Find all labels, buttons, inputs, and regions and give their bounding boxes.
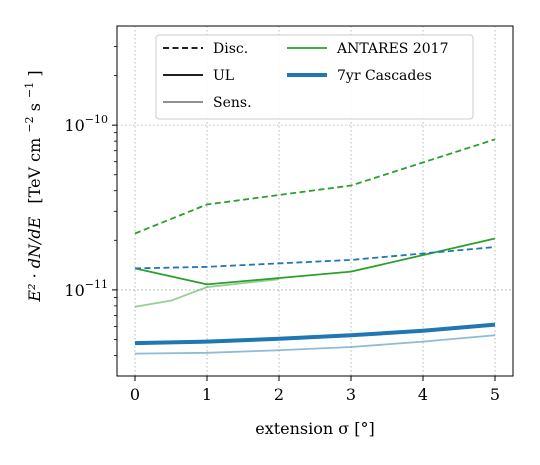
y-axis-label-exp1: −2 [23, 116, 36, 132]
legend-label: Disc. [213, 41, 248, 57]
x-tick-label: 1 [202, 385, 212, 404]
series-line-antares-ul [134, 237, 496, 286]
series-line-cascades-ul [134, 322, 496, 346]
legend-label: ANTARES 2017 [336, 41, 448, 57]
y-tick-label: 10−11 [64, 278, 108, 300]
y-axis-label-main: E² · dN/dE [25, 216, 44, 302]
y-axis-label-unit-open: [TeV cm [25, 138, 44, 204]
legend-label: Sens. [213, 95, 252, 111]
axis-ticks: 0 1 2 3 4 5 10−11 10−10 [64, 46, 500, 404]
series-line-cascades-disc [134, 246, 496, 270]
x-tick-label: 3 [346, 385, 356, 404]
series-line-cascades-sens [134, 334, 496, 355]
y-axis-label-unit-close: ] [25, 70, 44, 76]
y-axis-label-unit-mid: s [25, 103, 44, 111]
x-axis-label: extension σ [°] [255, 419, 375, 438]
series-layer [134, 138, 496, 355]
y-tick-label: 10−10 [64, 113, 108, 135]
legend-label: 7yr Cascades [337, 68, 432, 84]
plot-frame [116, 25, 514, 377]
x-tick-label: 5 [490, 385, 500, 404]
series-line-antares-sens [134, 278, 280, 308]
x-tick-label: 4 [418, 385, 428, 404]
series-line-antares-disc [134, 138, 496, 235]
x-tick-label: 0 [130, 385, 140, 404]
y-axis-label: E² · dN/dE [TeV cm −2 s −1 ] [18, 70, 44, 302]
y-axis-label-exp2: −1 [23, 82, 36, 98]
legend-label: UL [213, 68, 234, 84]
x-tick-label: 2 [274, 385, 284, 404]
legend: Disc. UL Sens. ANTARES 2017 7yr Cascades [155, 34, 474, 120]
